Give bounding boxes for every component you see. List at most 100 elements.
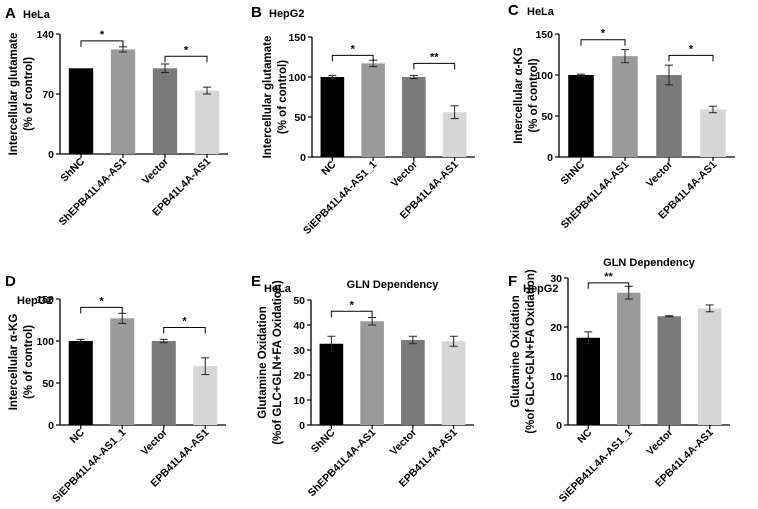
panel-f-y-tick-label: 0	[556, 420, 562, 432]
panel-a-bar-2	[110, 49, 136, 154]
panel-a-y-tick-label: 140	[36, 29, 54, 41]
panel-b-y-tick-label: 150	[288, 32, 306, 44]
panel-d-bar-2	[110, 318, 135, 425]
panel-e-y-tick-label: 20	[293, 370, 305, 382]
panel-d-significance-label-2: *	[182, 316, 187, 328]
panel-e-x-tick-label-2: ShEPB41L4A-AS1	[306, 427, 379, 500]
panel-f-bar-3	[657, 316, 681, 425]
panel-d-bar-3	[151, 341, 176, 425]
panel-c-y-axis-label-1: Intercellular α-KG	[513, 47, 525, 144]
panel-f-y-axis-label-2: (%of GLC+GLN+FA Oxidation)	[525, 269, 537, 434]
panel-f-x-tick-label-2: SiEPB41L4A-AS1_1	[557, 427, 635, 505]
panel-b-y-axis-label-2: (% of control)	[277, 60, 289, 134]
panel-c-y-tick-label: 100	[535, 70, 553, 82]
panel-a-significance-bracket-1	[80, 40, 124, 47]
panel-d-bar-4	[193, 366, 218, 425]
panel-e-y-axis-label-2: (%of GLC+GLN+FA Oxidation)	[272, 280, 284, 445]
panel-f-significance-bracket-1	[587, 282, 630, 289]
panel-b-cell-label: HepG2	[269, 8, 304, 20]
panel-d-x-tick-label-1: NC	[68, 426, 88, 446]
panel-b-y-tick-label: 50	[294, 112, 306, 124]
panel-a-y-axis-label-2: (% of control)	[23, 57, 35, 131]
panel-d-letter: D	[5, 273, 16, 290]
panel-e-x-tick-label-3: Vector	[388, 427, 419, 458]
panel-b-x-tick-label-1: NC	[319, 158, 339, 178]
panel-e-cell-label: HeLa	[264, 283, 292, 295]
panel-c-x-tick-label-1: ShNC	[558, 158, 587, 187]
panel-b-significance-bracket-1	[331, 54, 374, 62]
panel-b-significance-label-2: **	[430, 51, 439, 63]
panel-f-cell-label: HepG2	[523, 283, 558, 295]
panel-f-x-tick-label-3: Vector	[644, 427, 675, 458]
panel-a-significance-label-2: *	[184, 44, 189, 56]
panel-c-bar-1	[568, 75, 594, 157]
panel-a-x-tick-label-3: Vector	[140, 156, 171, 187]
panel-f-letter: F	[508, 273, 517, 290]
panel-d-x-tick-label-3: Vector	[139, 427, 170, 458]
panel-b-bar-2	[361, 63, 385, 157]
panel-b-y-tick-label: 100	[288, 72, 306, 84]
panel-d-cell-label: HepG2	[17, 295, 52, 307]
panel-c-y-tick-label: 50	[541, 111, 553, 123]
panel-b-y-axis-label-1: Intercellular glutamate	[262, 36, 274, 159]
panel-f-title: GLN Dependency	[603, 257, 696, 269]
panel-d-y-tick-label: 150	[36, 294, 54, 306]
panel-c-y-tick-label: 150	[535, 29, 553, 41]
panel-e-title: GLN Dependency	[347, 279, 440, 291]
panel-c-significance-bracket-2	[668, 54, 714, 62]
panel-e-significance-bracket-1	[330, 310, 373, 318]
panel-d-y-axis-label-1: Intercellular α-KG	[8, 314, 20, 411]
panel-e-bar-1	[319, 343, 344, 425]
panel-d-significance-bracket-2	[163, 327, 206, 334]
panel-c-significance-bracket-1	[580, 39, 626, 46]
panel-e-y-tick-label: 0	[299, 420, 305, 432]
panel-a-cell-label: HeLa	[23, 9, 51, 21]
panel-e-x-tick-label-1: ShNC	[309, 426, 338, 455]
panel-d-y-tick-label: 0	[48, 420, 54, 432]
panel-b-significance-bracket-2	[413, 62, 456, 70]
panel-f-significance-label-1: **	[604, 271, 613, 283]
panel-e-y-tick-label: 50	[293, 295, 305, 307]
panel-b-letter: B	[251, 4, 262, 21]
panel-f-y-tick-label: 10	[550, 371, 562, 383]
panel-a-significance-bracket-2	[164, 55, 208, 63]
panel-e-bar-3	[401, 340, 425, 425]
panel-b-y-tick-label: 0	[300, 152, 306, 164]
panel-a-y-tick-label: 0	[48, 149, 54, 161]
panel-e-y-tick-label: 30	[293, 345, 305, 357]
panel-a-significance-label-1: *	[100, 29, 105, 41]
panel-c-y-axis-label-2: (% of control)	[528, 58, 540, 132]
panel-a-bar-1	[68, 68, 94, 154]
panel-f-bar-1	[576, 337, 600, 425]
panel-e-bar-2	[360, 321, 384, 425]
panel-b-bar-1	[320, 77, 345, 157]
panel-b-bar-3	[402, 77, 426, 157]
panel-a-bar-3	[152, 68, 178, 154]
panel-a-bar-4	[194, 90, 220, 154]
panel-f-y-axis-label-1: Glutamine Oxidation	[510, 295, 522, 407]
panel-f-y-tick-label: 30	[550, 273, 562, 285]
panel-a-letter: A	[5, 5, 16, 22]
panel-a-y-tick-label: 70	[42, 89, 54, 101]
panel-f-x-tick-label-1: NC	[575, 426, 595, 446]
panel-c-bar-3	[656, 75, 682, 157]
panel-d-y-tick-label: 50	[42, 378, 54, 390]
panel-e-y-tick-label: 10	[293, 395, 305, 407]
panel-d-y-axis-label-2: (% of control)	[23, 325, 35, 399]
panel-c-x-tick-label-3: Vector	[644, 159, 675, 190]
panel-c-significance-label-2: *	[689, 43, 694, 55]
panel-c-significance-label-1: *	[601, 28, 606, 40]
panel-e-y-tick-label: 40	[293, 320, 305, 332]
panel-c-y-tick-label: 0	[547, 152, 553, 164]
panel-f-y-tick-label: 20	[550, 322, 562, 334]
panel-b-significance-label-1: *	[351, 43, 356, 55]
panel-d-x-tick-label-2: SiEPB41L4A-AS1_1	[50, 427, 128, 505]
panel-b-bar-4	[442, 112, 467, 157]
panel-d-bar-1	[68, 341, 93, 425]
panel-e-letter: E	[251, 273, 261, 290]
panel-c-bar-2	[612, 56, 638, 157]
panel-c-cell-label: HeLa	[527, 6, 555, 18]
panel-e-y-axis-label-1: Glutamine Oxidation	[257, 306, 269, 418]
panel-b-x-tick-label-3: Vector	[389, 159, 420, 190]
